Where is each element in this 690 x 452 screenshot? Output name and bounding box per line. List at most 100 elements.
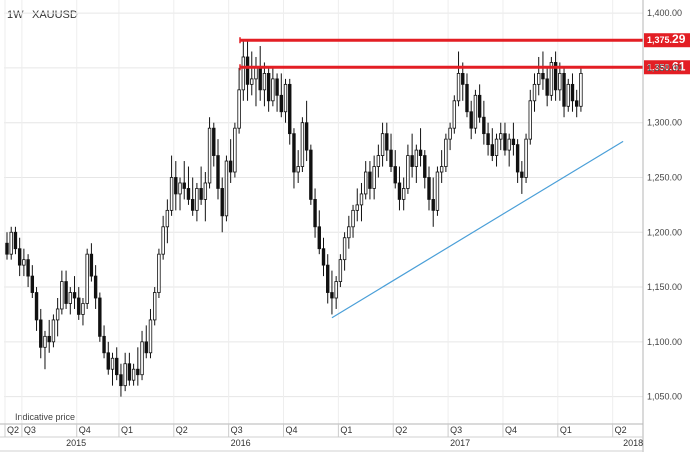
candle <box>545 67 549 107</box>
candle-body <box>469 111 473 129</box>
candle-body <box>72 292 77 299</box>
candle-body <box>174 177 178 195</box>
candle-body <box>558 73 562 91</box>
y-tick-label: 1,050.00 <box>647 392 682 402</box>
candle-body <box>528 100 532 140</box>
candle <box>64 270 68 309</box>
price-level-badge-label: 1,375.29 <box>647 32 686 46</box>
candle <box>26 254 30 288</box>
candle <box>448 122 452 151</box>
candle <box>174 161 178 211</box>
x-year-label: 2018 <box>623 438 643 448</box>
candle-body <box>380 133 385 156</box>
candle-body <box>545 78 549 96</box>
candle-body <box>562 73 566 107</box>
candle-body <box>127 363 132 381</box>
candle-body <box>473 94 478 129</box>
candle-body <box>203 182 208 200</box>
candle-body <box>499 133 503 140</box>
candle <box>161 215 165 260</box>
candle-body <box>465 83 469 113</box>
candle <box>368 161 372 200</box>
timeframe-label[interactable]: 1W <box>7 9 24 21</box>
candle-body <box>338 259 343 282</box>
candle-body <box>55 308 60 321</box>
price-level-badge <box>644 60 690 75</box>
candle <box>13 226 18 255</box>
candle-body <box>199 188 203 200</box>
candle-body <box>77 297 81 315</box>
y-tick-label: 1,350.00 <box>647 63 682 73</box>
candle <box>355 188 359 222</box>
candle <box>494 133 499 167</box>
candle <box>123 352 127 392</box>
candle-body <box>326 264 330 293</box>
grid-lines <box>4 0 643 424</box>
candle <box>22 248 26 277</box>
candle <box>245 40 250 101</box>
candle <box>549 56 554 101</box>
candle <box>89 243 94 282</box>
candle <box>401 177 406 211</box>
candle <box>136 347 140 386</box>
y-tick-label: 1,100.00 <box>647 337 682 347</box>
candle <box>212 122 216 167</box>
candle-body <box>89 253 94 277</box>
y-tick-label: 1,400.00 <box>647 8 682 18</box>
candle <box>47 319 51 353</box>
candle <box>469 100 473 140</box>
candle <box>363 161 368 200</box>
candle-body <box>431 199 435 211</box>
candle-body <box>165 209 170 228</box>
candle-body <box>60 281 64 310</box>
candle-body <box>98 297 102 337</box>
candle <box>262 62 267 107</box>
candle <box>414 144 419 183</box>
candle-body <box>22 259 26 266</box>
candle <box>148 308 153 359</box>
candle <box>566 78 570 112</box>
candle <box>224 155 229 222</box>
candle-body <box>157 253 161 293</box>
candle <box>275 73 279 112</box>
candle-body <box>503 133 507 151</box>
candle-body <box>359 193 364 206</box>
candle <box>43 330 47 370</box>
candle-body <box>389 149 393 167</box>
candle-body <box>541 73 545 80</box>
candle-body <box>309 149 313 200</box>
candle-body <box>68 292 72 304</box>
badge-small-digits: 29 <box>672 32 686 46</box>
horizontal-levels: 1,375.29 1,350.61 <box>239 32 690 75</box>
candle <box>444 133 448 173</box>
candle <box>351 204 355 238</box>
candle <box>515 139 520 183</box>
candle-body <box>131 368 136 381</box>
candle-body <box>393 166 397 184</box>
candle <box>385 122 389 162</box>
candle <box>431 177 435 227</box>
x-quarter-label: Q4 <box>286 425 298 435</box>
x-quarter-label: Q4 <box>79 425 91 435</box>
candle <box>165 199 170 244</box>
candle-body <box>106 352 110 370</box>
candle <box>72 276 77 309</box>
x-quarter-label: Q1 <box>121 425 133 435</box>
candle <box>102 325 106 359</box>
x-quarter-label: Q3 <box>24 425 36 435</box>
candle-body <box>186 188 191 200</box>
candle-body <box>524 138 528 178</box>
candle <box>575 89 579 118</box>
candle <box>127 352 132 386</box>
candle-body <box>262 73 267 91</box>
candle-body <box>110 357 115 370</box>
candle <box>279 73 283 118</box>
candle-body <box>300 122 305 167</box>
candle <box>380 122 385 167</box>
candle-body <box>93 275 98 299</box>
candle <box>68 287 72 315</box>
candle <box>241 40 246 101</box>
candle-body <box>414 149 419 167</box>
candle-body <box>317 226 321 250</box>
candle <box>528 89 532 145</box>
